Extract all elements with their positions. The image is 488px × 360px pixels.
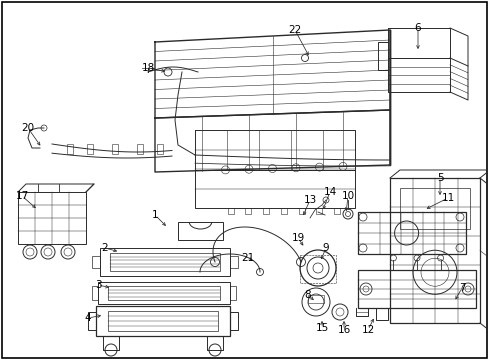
- Text: 2: 2: [102, 243, 108, 253]
- Bar: [229, 312, 238, 330]
- Bar: [92, 286, 98, 300]
- Bar: [157, 144, 163, 154]
- Text: 3: 3: [95, 280, 101, 290]
- Text: 1: 1: [151, 210, 158, 220]
- Bar: [307, 295, 324, 303]
- Bar: [357, 270, 475, 308]
- Bar: [87, 144, 93, 154]
- Bar: [357, 212, 465, 254]
- Text: 10: 10: [341, 191, 354, 201]
- Bar: [112, 144, 118, 154]
- Bar: [178, 222, 223, 240]
- Text: 20: 20: [21, 123, 35, 133]
- Text: 21: 21: [241, 253, 254, 263]
- Bar: [110, 253, 220, 271]
- Bar: [108, 286, 220, 300]
- Bar: [98, 282, 229, 304]
- Text: 17: 17: [15, 191, 29, 201]
- Text: 15: 15: [315, 323, 328, 333]
- Text: 4: 4: [84, 313, 91, 323]
- Text: 11: 11: [441, 193, 454, 203]
- Bar: [67, 144, 73, 154]
- Text: 18: 18: [141, 63, 154, 73]
- Bar: [96, 306, 229, 336]
- Text: 12: 12: [361, 325, 374, 335]
- Text: 5: 5: [436, 173, 443, 183]
- Bar: [229, 286, 236, 300]
- Bar: [229, 256, 238, 268]
- Text: 13: 13: [303, 195, 316, 205]
- Bar: [88, 312, 96, 330]
- Bar: [137, 144, 142, 154]
- Text: 9: 9: [322, 243, 328, 253]
- Bar: [108, 311, 218, 331]
- Text: 7: 7: [458, 283, 465, 293]
- Bar: [389, 178, 479, 323]
- Bar: [299, 255, 335, 283]
- Text: 19: 19: [291, 233, 304, 243]
- Bar: [399, 188, 469, 229]
- Bar: [100, 248, 229, 276]
- Bar: [18, 192, 86, 244]
- Text: 6: 6: [414, 23, 421, 33]
- Text: 8: 8: [304, 290, 311, 300]
- Text: 14: 14: [323, 187, 336, 197]
- Bar: [92, 256, 100, 268]
- Text: 16: 16: [337, 325, 350, 335]
- Text: 22: 22: [288, 25, 301, 35]
